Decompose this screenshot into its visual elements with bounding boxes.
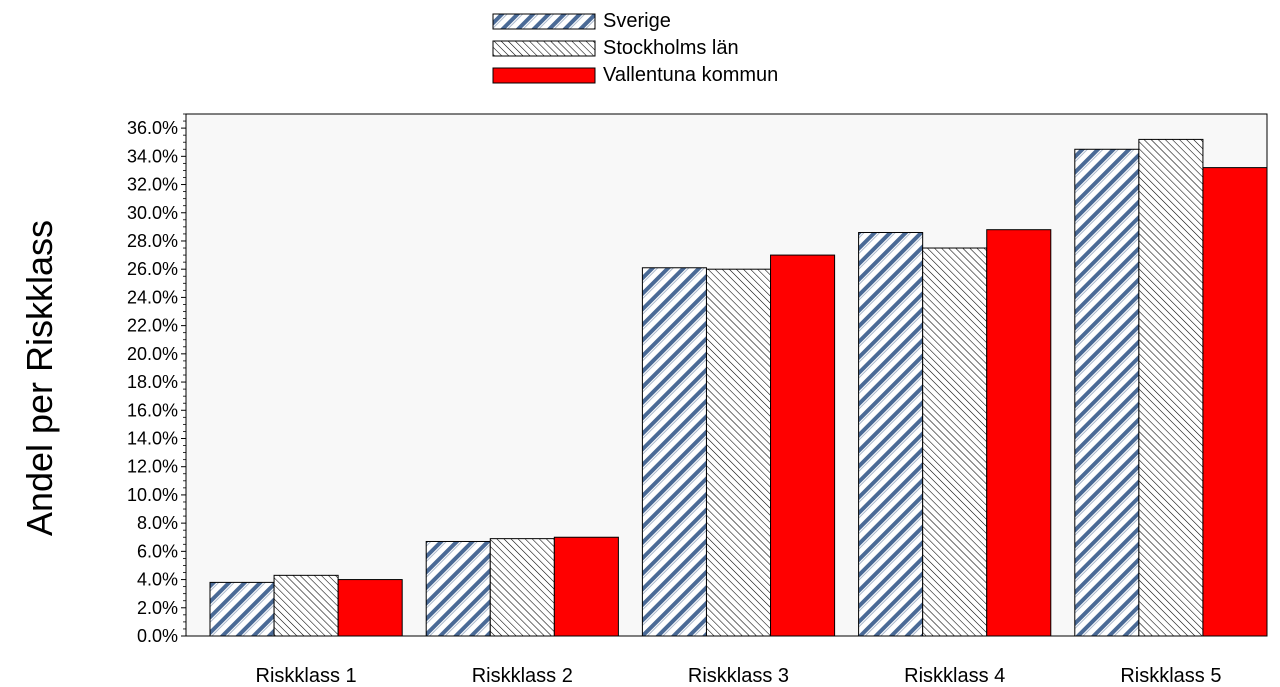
- y-tick-label: 24.0%: [127, 287, 178, 307]
- y-tick-label: 34.0%: [127, 146, 178, 166]
- bar-vallentuna-kommun-2: [553, 536, 619, 637]
- y-tick-label: 12.0%: [127, 457, 178, 477]
- x-tick-label: Riskklass 4: [904, 665, 1005, 687]
- x-tick-label: Riskklass 3: [688, 665, 789, 687]
- y-tick-label: 26.0%: [127, 259, 178, 279]
- x-tick-label: Riskklass 2: [472, 665, 573, 687]
- y-tick-label: 36.0%: [127, 118, 178, 138]
- bar-vallentuna-kommun-4: [986, 229, 1052, 637]
- y-tick-label: 28.0%: [127, 231, 178, 251]
- x-tick-label: Riskklass 5: [1120, 665, 1221, 687]
- y-tick-label: 8.0%: [137, 513, 178, 533]
- bar-stockholms-l-n-4: [922, 247, 988, 637]
- bar-stockholms-l-n-1: [273, 574, 339, 637]
- legend: Sverige Stockholms län Vallentuna kommun: [492, 10, 778, 86]
- y-tick-label: 16.0%: [127, 400, 178, 420]
- bar-sverige-1: [209, 581, 275, 637]
- y-tick-label: 22.0%: [127, 316, 178, 336]
- bar-stockholms-l-n-2: [489, 538, 555, 637]
- y-tick-label: 6.0%: [137, 541, 178, 561]
- y-tick-label: 32.0%: [127, 175, 178, 195]
- legend-label: Vallentuna kommun: [603, 64, 778, 86]
- x-axis: Riskklass 1 Riskklass 2 Riskklass 3 Riskkla…: [256, 665, 1222, 687]
- y-axis: 0.0% 2.0% 4.0% 6.0% 8.0% 10.0% 12.0% 14.0% 16.0%…: [127, 113, 186, 646]
- bar-sverige-5: [1074, 148, 1140, 637]
- bar-vallentuna-kommun-5: [1202, 167, 1268, 637]
- y-tick-label: 30.0%: [127, 203, 178, 223]
- legend-label: Stockholms län: [603, 37, 739, 59]
- legend-swatch: [492, 40, 596, 57]
- bar-sverige-4: [858, 232, 924, 637]
- legend-swatch: [492, 67, 596, 84]
- y-tick-label: 0.0%: [137, 626, 178, 646]
- bar-stockholms-l-n-3: [705, 268, 772, 637]
- legend-swatch: [492, 13, 596, 30]
- bar-sverige-3: [641, 267, 707, 637]
- y-axis-label: Andel per Riskklass: [19, 220, 60, 536]
- y-tick-label: 4.0%: [137, 570, 178, 590]
- bars: [209, 138, 1268, 637]
- y-tick-label: 20.0%: [127, 344, 178, 364]
- bar-vallentuna-kommun-1: [337, 579, 403, 637]
- y-tick-label: 18.0%: [127, 372, 178, 392]
- bar-stockholms-l-n-5: [1138, 138, 1204, 637]
- bar-sverige-2: [425, 540, 491, 637]
- legend-label: Sverige: [603, 10, 671, 32]
- bar-vallentuna-kommun-3: [770, 254, 836, 637]
- y-tick-label: 14.0%: [127, 428, 178, 448]
- y-tick-label: 2.0%: [137, 598, 178, 618]
- x-tick-label: Riskklass 1: [256, 665, 357, 687]
- y-tick-label: 10.0%: [127, 485, 178, 505]
